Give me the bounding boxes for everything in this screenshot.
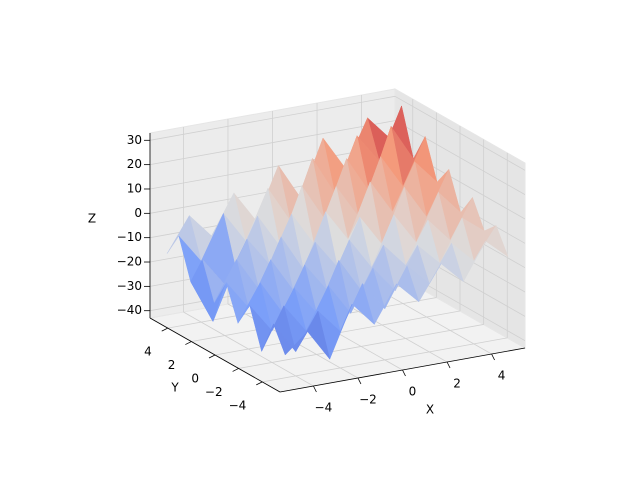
grid-line [149, 120, 396, 166]
z-tick-label: −40 [117, 303, 142, 317]
x-tick-label: −2 [359, 393, 377, 407]
z-tick-label: −10 [117, 230, 142, 244]
z-tick-label: 10 [127, 181, 142, 195]
y-tick-label: 0 [191, 372, 199, 386]
y-tick-label: −2 [205, 385, 223, 399]
z-axis-label: Z [88, 212, 96, 226]
grid-line [394, 95, 526, 171]
x-tick-label: 2 [453, 377, 461, 391]
tick-mark [161, 327, 168, 332]
z-tick-label: 0 [134, 206, 142, 220]
grid-line [238, 324, 484, 369]
y-axis-line [149, 317, 281, 393]
x-axis-line [279, 347, 526, 393]
grid-line [394, 120, 526, 195]
x-tick-label: 0 [409, 385, 417, 399]
tick-mark [446, 361, 451, 369]
z-tick-label: 30 [127, 133, 142, 147]
tick-mark [256, 381, 263, 386]
tick-mark [357, 377, 362, 385]
x-tick-label: 4 [498, 369, 506, 383]
y-axis-label: Y [170, 381, 179, 395]
surface-patch [273, 323, 308, 356]
grid-line [262, 337, 508, 383]
z-tick-label: −30 [117, 279, 142, 293]
tick-mark [491, 353, 495, 361]
y-tick-label: −4 [229, 398, 247, 412]
z-tick-label: −20 [117, 255, 142, 269]
z-tick-label: 20 [127, 157, 142, 171]
x-axis-label: X [426, 403, 434, 417]
tick-mark [185, 341, 192, 345]
x-tick-label: −4 [315, 401, 333, 415]
tick-mark [402, 369, 406, 377]
tick-mark [208, 354, 216, 359]
tick-mark [232, 368, 239, 372]
y-tick-label: 4 [144, 345, 152, 359]
y-tick-label: 2 [168, 358, 176, 372]
grid-line [149, 95, 396, 141]
tick-mark [313, 385, 317, 393]
